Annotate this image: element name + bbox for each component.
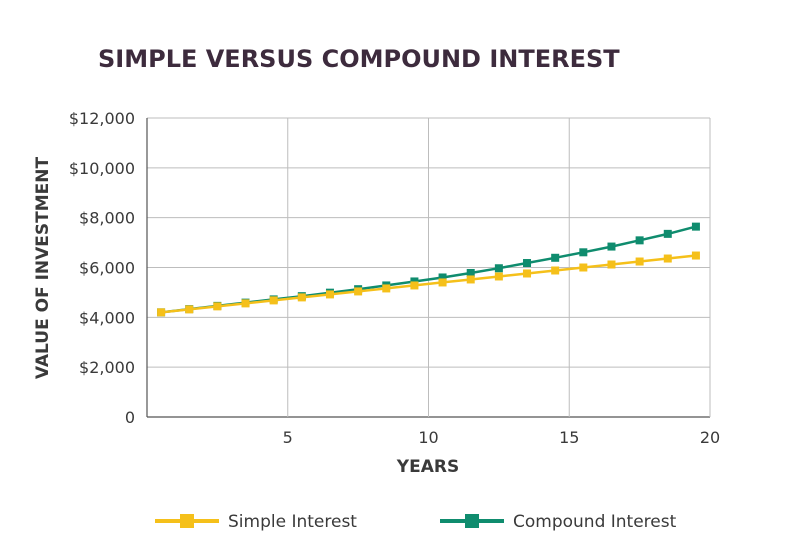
y-axis-title: VALUE OF INVESTMENT: [33, 156, 53, 379]
legend-label: Simple Interest: [228, 512, 357, 532]
data-point: [410, 281, 419, 290]
data-point: [466, 275, 475, 284]
data-point: [494, 272, 503, 281]
data-point: [663, 229, 672, 238]
legend-item: Compound Interest: [440, 512, 677, 532]
y-tick-label: $4,000: [79, 308, 135, 327]
data-point: [213, 302, 222, 311]
data-point: [241, 299, 250, 308]
legend-swatch-marker: [180, 514, 194, 528]
y-tick-label: $8,000: [79, 209, 135, 228]
data-point: [551, 253, 560, 262]
legend-swatch-marker: [465, 514, 479, 528]
data-point: [325, 290, 334, 299]
x-tick-label: 10: [418, 428, 438, 447]
x-axis-ticks: 5 10 15 20: [283, 428, 721, 447]
y-tick-label: $10,000: [69, 159, 135, 178]
chart-title: SIMPLE VERSUS COMPOUND INTEREST: [98, 45, 620, 73]
y-tick-label: 0: [125, 408, 135, 427]
data-point: [297, 293, 306, 302]
data-point: [185, 305, 194, 314]
data-point: [663, 254, 672, 263]
data-point: [635, 236, 644, 245]
data-point: [466, 268, 475, 277]
data-point: [579, 263, 588, 272]
data-point: [494, 264, 503, 273]
y-tick-label: $6,000: [79, 259, 135, 278]
legend: Simple Interest Compound Interest: [155, 512, 677, 532]
data-point: [354, 287, 363, 296]
data-point: [523, 259, 532, 268]
y-tick-label: $12,000: [69, 109, 135, 128]
x-tick-label: 20: [700, 428, 720, 447]
legend-item: Simple Interest: [155, 512, 357, 532]
data-point: [382, 284, 391, 293]
y-axis-ticks: 0 $2,000 $4,000 $6,000 $8,000 $10,000 $12,000: [69, 109, 135, 427]
x-axis-title: YEARS: [396, 457, 459, 477]
data-point: [438, 278, 447, 287]
data-point: [635, 257, 644, 266]
data-point: [607, 260, 616, 269]
plot-grid: [146, 117, 711, 418]
x-tick-label: 15: [559, 428, 579, 447]
y-tick-label: $2,000: [79, 358, 135, 377]
data-point: [607, 242, 616, 251]
x-tick-label: 5: [283, 428, 293, 447]
data-point: [551, 266, 560, 275]
data-point: [269, 296, 278, 305]
plot-series: [157, 222, 700, 317]
data-point: [523, 269, 532, 278]
data-point: [691, 251, 700, 260]
legend-label: Compound Interest: [513, 512, 677, 532]
series-line: [160, 254, 697, 314]
data-point: [691, 222, 700, 231]
data-point: [157, 308, 166, 317]
series-simple-interest: [157, 251, 700, 317]
data-point: [438, 273, 447, 282]
data-point: [579, 248, 588, 257]
